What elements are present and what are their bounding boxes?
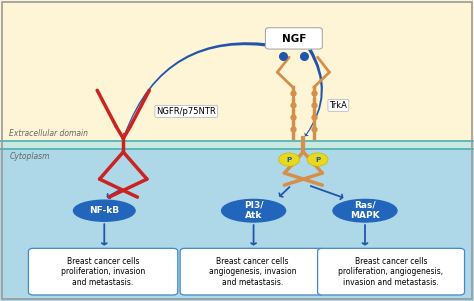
FancyBboxPatch shape [265,28,322,49]
Circle shape [307,153,328,166]
Text: Extracellular domain: Extracellular domain [9,129,89,138]
Bar [0,149,474,301]
Ellipse shape [73,200,135,221]
Text: PI3/
Atk: PI3/ Atk [244,201,264,220]
FancyBboxPatch shape [28,248,178,295]
Bar [0,141,474,149]
Text: TrkA: TrkA [329,101,347,110]
Text: NGF: NGF [282,33,306,44]
Text: P: P [287,157,292,163]
FancyBboxPatch shape [180,248,325,295]
Text: Breast cancer cells
proliferation, invasion
and metastasis.: Breast cancer cells proliferation, invas… [61,257,145,287]
Text: NGFR/p75NTR: NGFR/p75NTR [156,107,216,116]
Ellipse shape [333,200,397,222]
Ellipse shape [221,200,285,222]
Text: NF-kB: NF-kB [89,206,119,215]
Text: Breast cancer cells
angiogenesis, invasion
and metastasis.: Breast cancer cells angiogenesis, invasi… [209,257,296,287]
FancyBboxPatch shape [318,248,465,295]
Text: Breast cancer cells
proliferation, angiogenesis,
invasion and metastasis.: Breast cancer cells proliferation, angio… [338,257,444,287]
Text: Cytoplasm: Cytoplasm [9,152,50,161]
Bar [0,0,474,141]
Text: P: P [315,157,320,163]
Text: Ras/
MAPK: Ras/ MAPK [350,201,380,220]
Circle shape [279,153,300,166]
